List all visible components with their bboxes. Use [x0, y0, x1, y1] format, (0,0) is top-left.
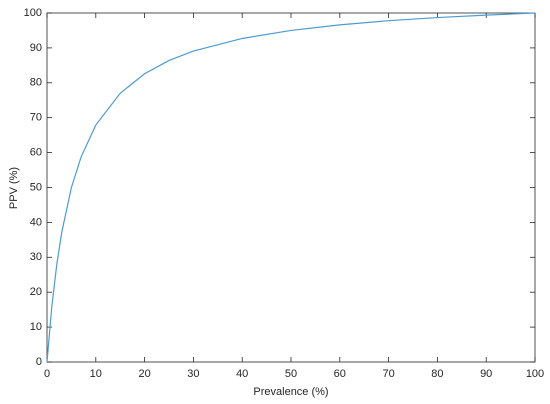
- x-tick-label: 50: [285, 368, 297, 380]
- plot-frame: [46, 12, 536, 363]
- y-axis-label: PPV (%): [8, 167, 20, 209]
- y-tick-label: 90: [30, 42, 42, 54]
- x-tick-label: 10: [90, 368, 102, 380]
- x-tick-label: 70: [382, 368, 394, 380]
- y-tick-label: 40: [30, 216, 42, 228]
- y-tick-label: 70: [30, 112, 42, 124]
- x-tick-label: 60: [334, 368, 346, 380]
- y-tick-label: 50: [30, 181, 42, 193]
- x-axis-label: Prevalence (%): [253, 386, 328, 398]
- data-line: [46, 12, 536, 363]
- y-tick-label: 100: [24, 7, 42, 19]
- x-tick-label: 30: [187, 368, 199, 380]
- x-tick-label: 90: [480, 368, 492, 380]
- x-tick-label: 0: [44, 368, 50, 380]
- x-tick-label: 20: [138, 368, 150, 380]
- y-tick-label: 20: [30, 286, 42, 298]
- y-tick-label: 0: [36, 356, 42, 368]
- y-tick-label: 10: [30, 321, 42, 333]
- x-tick-label: 100: [526, 368, 544, 380]
- y-tick-label: 30: [30, 251, 42, 263]
- x-tick-label: 40: [236, 368, 248, 380]
- y-tick-label: 80: [30, 77, 42, 89]
- y-tick-label: 60: [30, 147, 42, 159]
- x-tick-label: 80: [431, 368, 443, 380]
